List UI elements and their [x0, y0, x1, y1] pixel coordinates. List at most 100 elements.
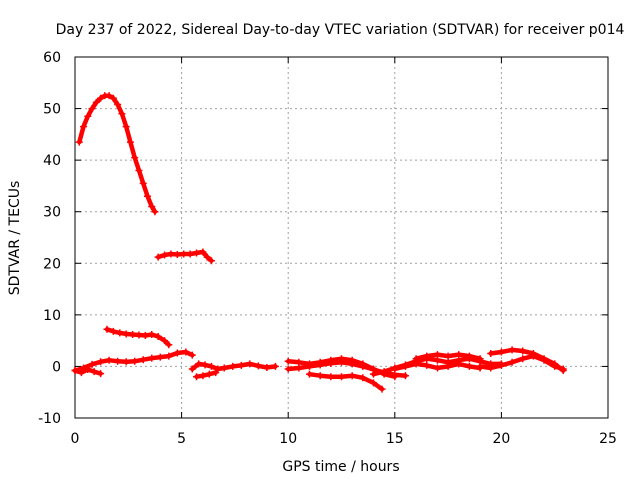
y-tick-label: -10	[38, 411, 61, 427]
x-axis: 0 5 10 15 20 25	[71, 57, 617, 447]
series-arc-5	[71, 366, 105, 378]
series-arc-1-peak	[75, 92, 159, 216]
series-arc-7	[193, 369, 220, 381]
data-point	[263, 363, 271, 371]
data-point	[143, 192, 151, 200]
data-point	[205, 370, 213, 378]
data-point	[359, 374, 367, 382]
data-point	[201, 361, 209, 369]
series-arc-12	[391, 360, 484, 373]
data-point	[173, 251, 181, 259]
data-point	[401, 362, 409, 370]
y-tick-label: 50	[43, 102, 61, 118]
data-point	[75, 138, 83, 146]
data-point	[139, 356, 147, 364]
data-point	[316, 372, 324, 380]
data-point	[455, 351, 463, 359]
chart-title: Day 237 of 2022, Sidereal Day-to-day VTE…	[56, 22, 625, 38]
data-point	[359, 362, 367, 370]
data-point	[105, 92, 113, 100]
data-point	[154, 333, 162, 341]
data-point	[207, 257, 215, 265]
data-point	[165, 352, 173, 360]
y-tick-label: 0	[52, 359, 61, 375]
data-point	[487, 364, 495, 372]
data-point	[92, 98, 100, 106]
data-point	[519, 347, 527, 355]
data-point	[151, 208, 159, 216]
data-point	[141, 331, 149, 339]
data-point	[465, 362, 473, 370]
data-point	[148, 203, 156, 211]
data-point	[156, 353, 164, 361]
data-point	[129, 330, 137, 338]
data-point	[369, 379, 377, 387]
data-point	[348, 360, 356, 368]
data-point	[167, 250, 175, 258]
series-arc-10	[306, 370, 386, 393]
data-point	[237, 361, 245, 369]
data-point	[161, 251, 169, 259]
data-point	[433, 364, 441, 372]
data-point	[212, 369, 220, 377]
data-point	[77, 369, 85, 377]
data-point	[188, 365, 196, 373]
x-tick-label: 25	[599, 431, 617, 447]
data-point	[220, 364, 228, 372]
data-point	[423, 352, 431, 360]
data-point	[497, 348, 505, 356]
data-point	[378, 385, 386, 393]
data-point	[139, 179, 147, 187]
data-point	[199, 248, 207, 256]
data-point	[338, 373, 345, 381]
data-point	[316, 361, 324, 369]
data-point	[182, 348, 190, 356]
x-tick-label: 15	[386, 431, 404, 447]
data-point	[118, 110, 126, 118]
data-point	[433, 351, 441, 359]
data-point	[559, 365, 567, 373]
data-point	[284, 365, 292, 373]
data-point	[203, 253, 211, 261]
data-point	[476, 362, 484, 370]
data-point	[135, 166, 143, 174]
y-tick-label: 20	[43, 256, 61, 272]
data-point	[114, 100, 122, 108]
data-point	[116, 329, 124, 337]
x-tick-label: 20	[492, 431, 510, 447]
data-point	[465, 352, 473, 360]
series-arc-4	[71, 348, 196, 375]
data-point	[97, 94, 105, 102]
data-point	[508, 346, 516, 354]
y-axis: -10 0 10 20 30 40 50 60	[38, 50, 608, 427]
y-tick-label: 10	[43, 308, 61, 324]
data-point	[348, 372, 356, 380]
data-point	[401, 372, 409, 380]
grid-lines	[75, 57, 608, 418]
y-tick-label: 30	[43, 205, 61, 221]
data-point	[412, 355, 420, 363]
data-point	[165, 341, 173, 349]
data-point	[369, 370, 377, 378]
x-axis-title: GPS time / hours	[282, 459, 399, 475]
data-point	[195, 360, 203, 368]
data-point	[214, 365, 222, 373]
data-point	[455, 360, 463, 368]
data-point	[327, 373, 335, 381]
data-point	[423, 361, 431, 369]
data-point	[306, 362, 314, 370]
data-point	[126, 138, 134, 146]
series-arc-3	[103, 325, 173, 349]
data-point	[246, 360, 254, 368]
data-point	[487, 350, 495, 358]
data-point	[109, 94, 117, 102]
data-point	[338, 358, 345, 366]
data-point	[188, 351, 196, 359]
data-point	[193, 249, 201, 257]
series-arc-14	[476, 352, 567, 373]
y-tick-label: 40	[43, 153, 61, 169]
data-point	[207, 362, 215, 370]
data-point	[519, 355, 527, 363]
data-point	[122, 358, 130, 366]
x-tick-label: 0	[71, 431, 80, 447]
